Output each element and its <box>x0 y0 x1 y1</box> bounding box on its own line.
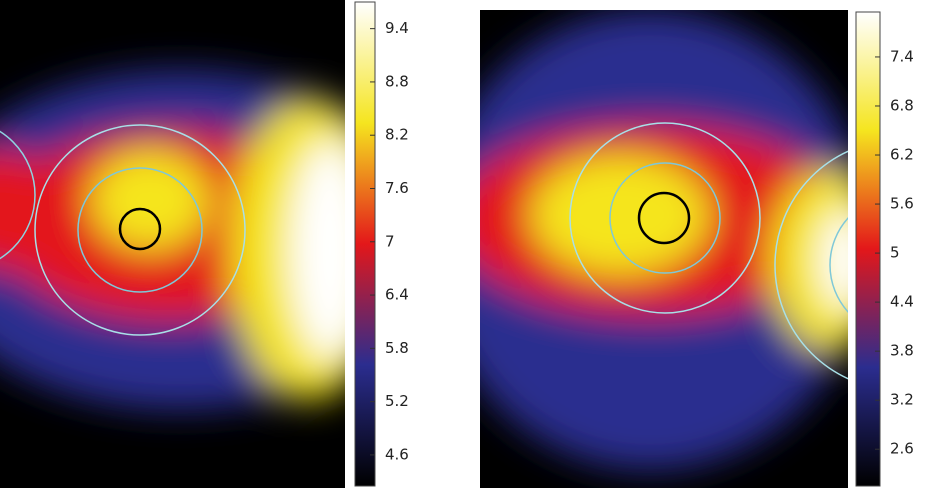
colorbar <box>354 1 376 487</box>
intensity-region <box>820 210 848 310</box>
colorbar-tick-label: 7 <box>385 232 395 250</box>
aperture-circle <box>118 207 162 251</box>
heatmap-intensity <box>480 10 848 470</box>
aperture-circle <box>637 191 691 245</box>
aperture-circle <box>34 124 246 336</box>
colorbar-tick-label: 5.6 <box>890 195 914 213</box>
aperture-circle <box>609 162 721 274</box>
aperture-circle <box>829 217 848 313</box>
colorbar-tick-label: 9.4 <box>385 19 409 37</box>
aperture-circle <box>77 167 203 293</box>
colorbar-tick-label: 5 <box>890 244 900 262</box>
heatmap-panel: 4.6 5.2 5.8 6.4 7 7.6 8.2 8.8 9.4 <box>0 0 409 488</box>
heatmap-image <box>480 10 848 488</box>
heatmap-panel: 2.6 3.2 3.8 4.4 5 5.6 6.2 6.8 7.4 <box>480 10 914 488</box>
intensity-region <box>90 150 210 250</box>
colorbar-tick-label: 3.8 <box>890 342 914 360</box>
colorbar-tick-label: 6.8 <box>890 96 914 114</box>
colorbar-tick-label: 8.2 <box>385 126 409 144</box>
heatmap-image <box>0 0 345 488</box>
aperture-circle <box>569 122 761 314</box>
aperture-circle <box>774 150 848 380</box>
intensity-region <box>0 150 60 270</box>
colorbar-tick-label: 5.2 <box>385 392 409 410</box>
colorbar-tick-label: 2.6 <box>890 440 914 458</box>
colorbar-tick-label: 6.2 <box>890 146 914 164</box>
colorbar-tick-label: 7.6 <box>385 179 409 197</box>
aperture-circle <box>0 130 36 260</box>
colorbar <box>855 11 881 487</box>
intensity-region <box>770 170 848 350</box>
colorbar-tick-label: 3.2 <box>890 391 914 409</box>
colorbar-tick-label: 5.8 <box>385 339 409 357</box>
colorbar-tick-label: 8.8 <box>385 72 409 90</box>
colorbar-tick-label: 4.6 <box>385 445 409 463</box>
colorbar-tick-label: 7.4 <box>890 47 914 65</box>
intensity-region <box>530 155 710 275</box>
intensity-region <box>290 140 345 360</box>
colorbar-tick-label: 6.4 <box>385 286 409 304</box>
heatmap-intensity <box>0 70 345 410</box>
colorbar-tick-label: 4.4 <box>890 293 914 311</box>
